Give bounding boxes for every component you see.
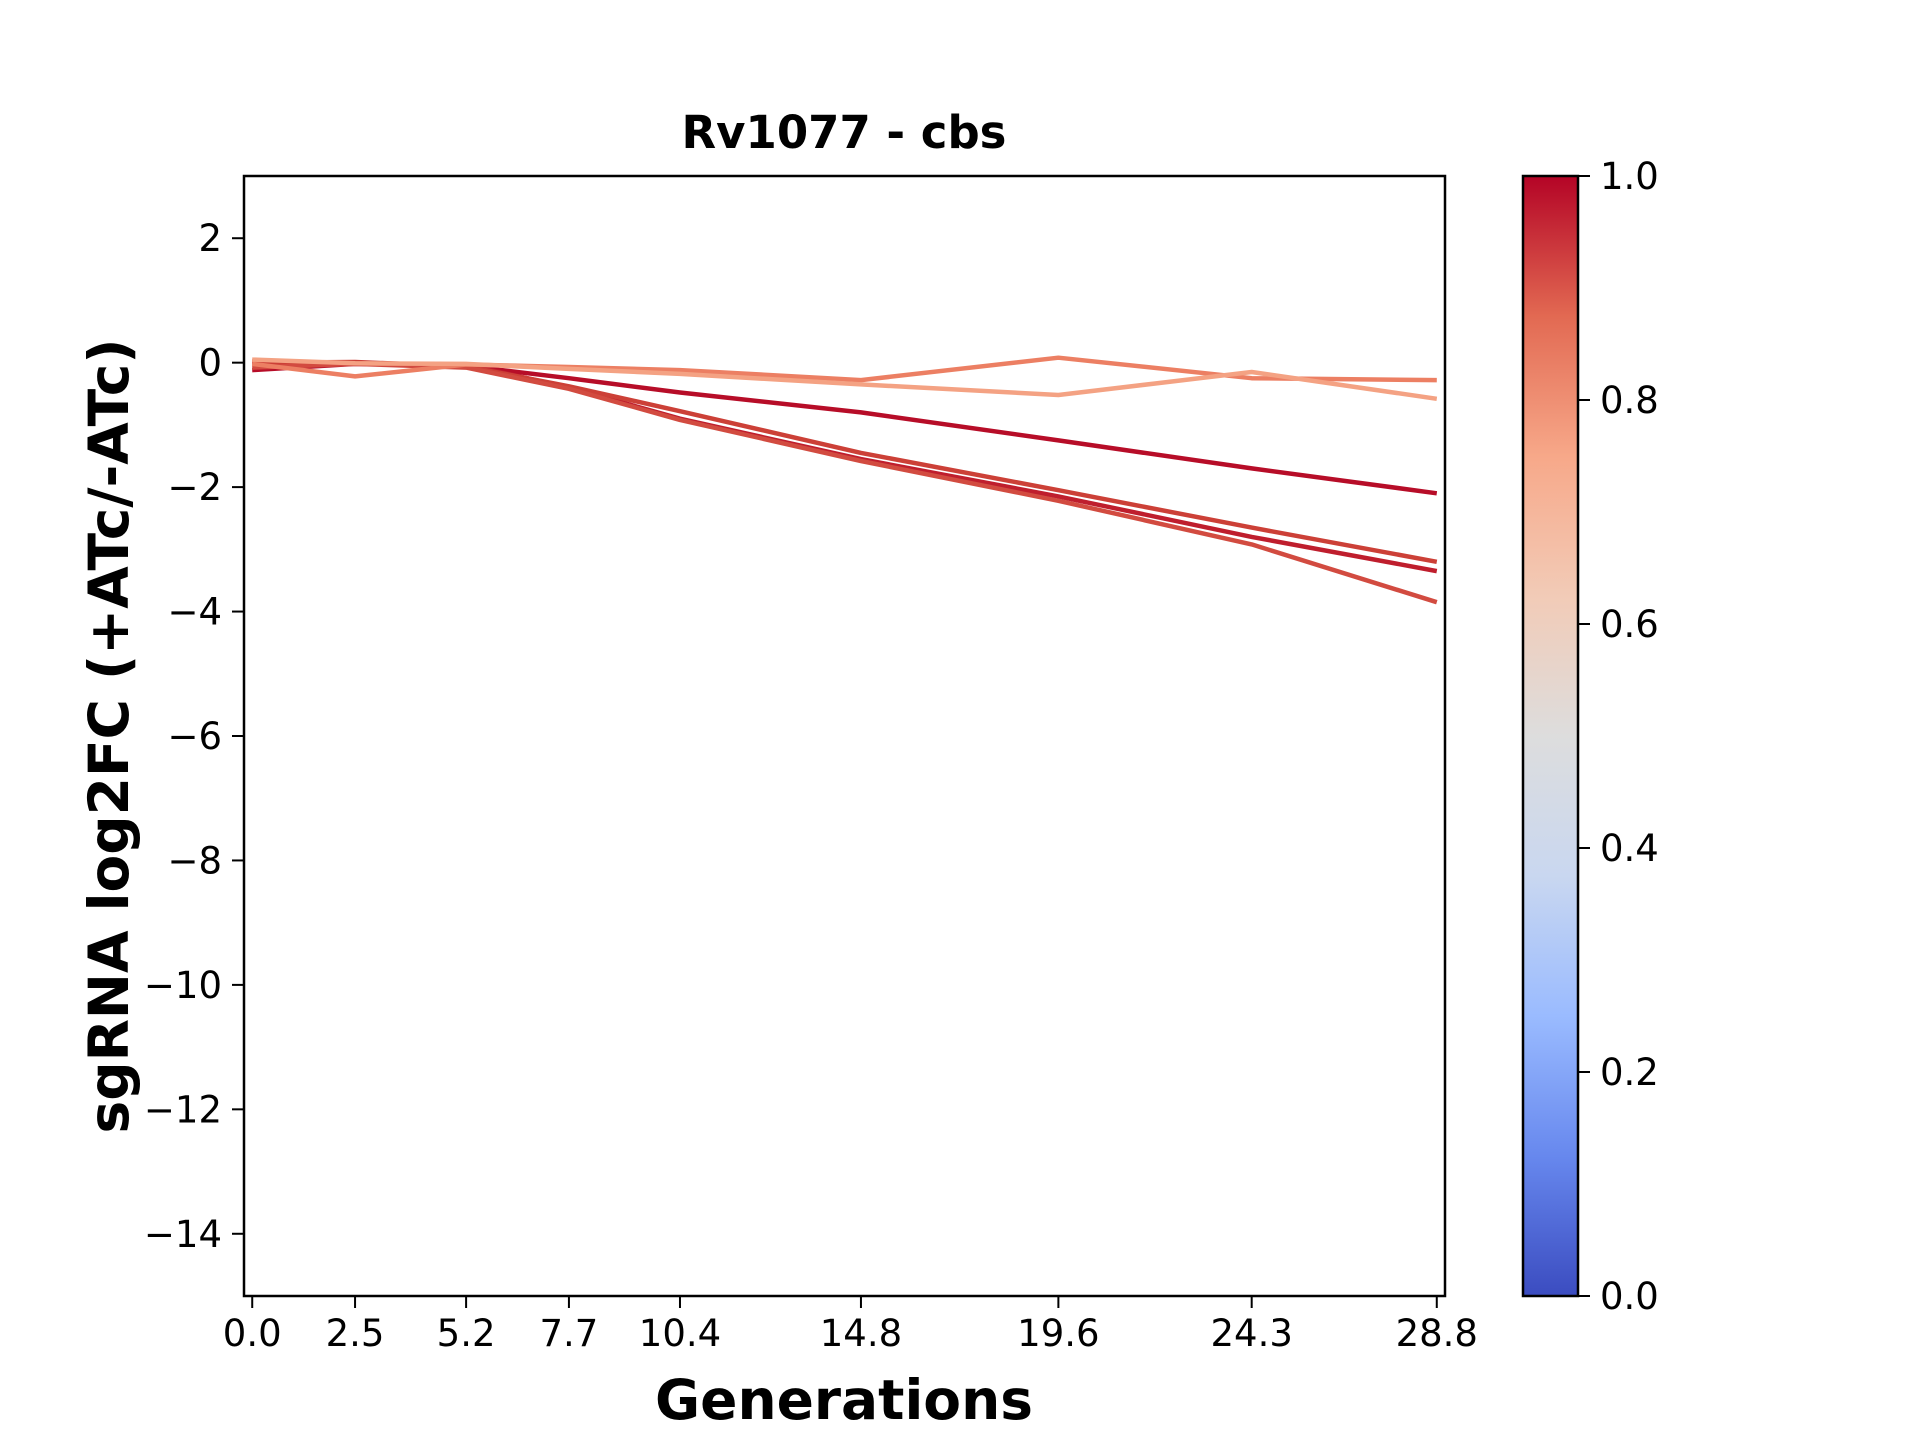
- colorbar: 0.0 0.2 0.4 0.6 0.8 1.0: [1521, 155, 1659, 1318]
- x-tick-label: 0.0: [223, 1312, 282, 1355]
- x-axis-ticks: 0.0 2.5 5.2 7.7 10.4 14.8 19.6 24.3 28.8: [223, 1296, 1478, 1355]
- x-tick-label: 28.8: [1396, 1312, 1478, 1355]
- x-tick-label: 7.7: [540, 1312, 599, 1355]
- x-tick-label: 5.2: [437, 1312, 496, 1355]
- x-tick-label: 14.8: [820, 1312, 902, 1355]
- colorbar-tick-label: 0.2: [1600, 1051, 1659, 1094]
- chart-title: Rv1077 - cbs: [682, 106, 1007, 159]
- series-line-6: [252, 357, 1438, 402]
- plot-area: 0.0 2.5 5.2 7.7 10.4 14.8 19.6 24.3 28.8 2 0 −2 −4 −…: [144, 174, 1478, 1355]
- series-line-2: [252, 359, 1438, 574]
- y-axis-ticks: 2 0 −2 −4 −6 −8 −10 −12 −14: [144, 217, 244, 1256]
- x-tick-label: 10.4: [639, 1312, 721, 1355]
- y-tick-label: −14: [144, 1213, 222, 1256]
- colorbar-tick-label: 1.0: [1600, 155, 1659, 198]
- colorbar-ticks: 0.0 0.2 0.4 0.6 0.8 1.0: [1578, 155, 1659, 1318]
- colorbar-fill: [1523, 176, 1578, 1296]
- y-tick-label: −6: [167, 715, 222, 758]
- y-tick-label: 0: [198, 342, 222, 385]
- colorbar-tick-label: 0.0: [1600, 1275, 1659, 1318]
- colorbar-frame: [1521, 174, 1580, 1298]
- y-tick-label: −10: [144, 964, 222, 1007]
- y-tick-label: −8: [167, 839, 222, 882]
- y-tick-label: −12: [144, 1088, 222, 1131]
- series-line-3: [252, 359, 1438, 565]
- colorbar-tick-label: 0.6: [1600, 603, 1659, 646]
- series-layer: [251, 355, 1438, 605]
- series-line-5: [251, 355, 1437, 383]
- colorbar-tick-label: 0.8: [1600, 379, 1659, 422]
- y-tick-label: −2: [167, 466, 222, 509]
- y-axis-label: sgRNA log2FC (+ATc/-ATc): [77, 338, 141, 1133]
- x-axis-label: Generations: [655, 1368, 1033, 1432]
- x-tick-label: 24.3: [1210, 1312, 1292, 1355]
- x-tick-label: 19.6: [1017, 1312, 1099, 1355]
- colorbar-tick-label: 0.4: [1600, 827, 1659, 870]
- plot-frame: [242, 174, 1447, 1298]
- series-line-4: [252, 361, 1438, 605]
- x-tick-label: 2.5: [326, 1312, 385, 1355]
- y-tick-label: −4: [167, 591, 222, 634]
- y-tick-label: 2: [198, 217, 222, 260]
